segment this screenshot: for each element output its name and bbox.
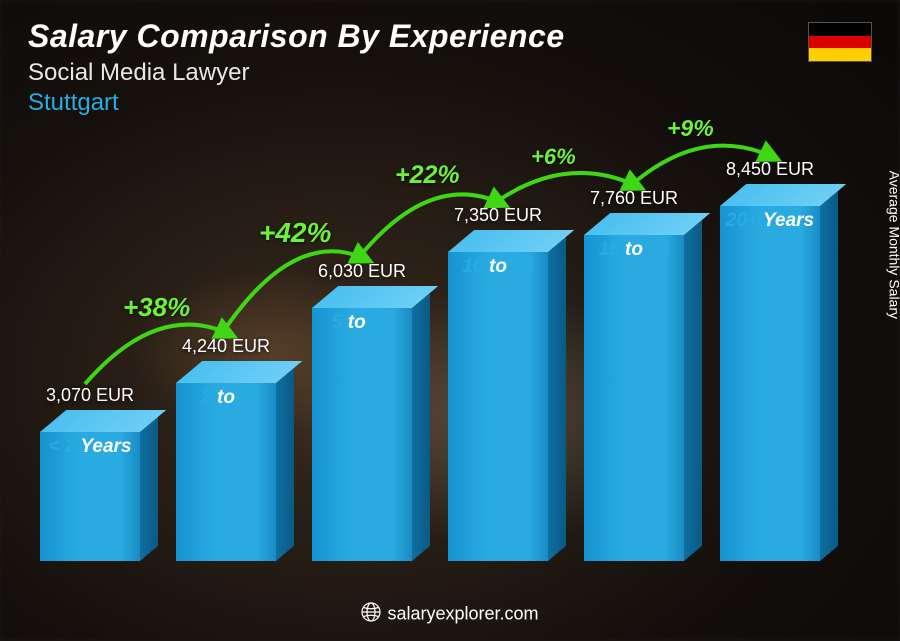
bar-chart: 3,070 EUR< 2 Years4,240 EUR2 to 56,030 E…	[30, 121, 850, 561]
bar-front	[720, 206, 820, 561]
bar-value: 6,030 EUR	[292, 261, 432, 282]
bar-front	[584, 235, 684, 561]
bar-group: 7,350 EUR10 to 15	[438, 252, 558, 561]
bar-label: 5 to 10	[297, 312, 427, 334]
pct-change: +22%	[395, 161, 460, 190]
bar-group: 4,240 EUR2 to 5	[166, 383, 286, 561]
footer: salaryexplorer.com	[0, 602, 900, 627]
bar	[584, 235, 684, 561]
bar-value: 7,350 EUR	[428, 205, 568, 226]
bar-label: 2 to 5	[161, 387, 291, 409]
container: Salary Comparison By Experience Social M…	[0, 0, 900, 641]
bar-group: 6,030 EUR5 to 10	[302, 308, 422, 561]
bar-front	[176, 383, 276, 561]
flag-stripe	[809, 48, 871, 61]
chart-location: Stuttgart	[28, 89, 565, 117]
chart-title: Salary Comparison By Experience	[28, 18, 565, 55]
chart-subtitle: Social Media Lawyer	[28, 59, 565, 87]
bar-value: 4,240 EUR	[156, 336, 296, 357]
y-axis-label: Average Monthly Salary	[886, 170, 900, 318]
bar-label: 20+ Years	[705, 210, 835, 232]
bar-group: 7,760 EUR15 to 20	[574, 235, 694, 561]
pct-change: +9%	[667, 115, 714, 142]
bar-value: 7,760 EUR	[564, 188, 704, 209]
header: Salary Comparison By Experience Social M…	[28, 18, 565, 117]
flag-stripe	[809, 36, 871, 49]
bar-label: < 2 Years	[25, 436, 155, 458]
bar-front	[448, 252, 548, 561]
bar-label: 15 to 20	[569, 239, 699, 261]
pct-change: +42%	[259, 217, 331, 249]
bar-side	[548, 237, 566, 561]
bar-front	[312, 308, 412, 561]
bar-group: 8,450 EUR20+ Years	[710, 206, 830, 561]
flag-stripe	[809, 23, 871, 36]
pct-change: +38%	[123, 292, 190, 323]
bar	[312, 308, 412, 561]
bar	[176, 383, 276, 561]
bar-side	[820, 191, 838, 561]
pct-change: +6%	[531, 144, 576, 170]
germany-flag-icon	[808, 22, 872, 62]
bar-value: 8,450 EUR	[700, 159, 840, 180]
bar-value: 3,070 EUR	[20, 385, 160, 406]
globe-icon	[361, 602, 381, 627]
bar-side	[684, 220, 702, 561]
bar-label: 10 to 15	[433, 256, 563, 278]
bar-group: 3,070 EUR< 2 Years	[30, 432, 150, 561]
footer-text: salaryexplorer.com	[387, 603, 538, 623]
bar	[720, 206, 820, 561]
bar	[448, 252, 548, 561]
